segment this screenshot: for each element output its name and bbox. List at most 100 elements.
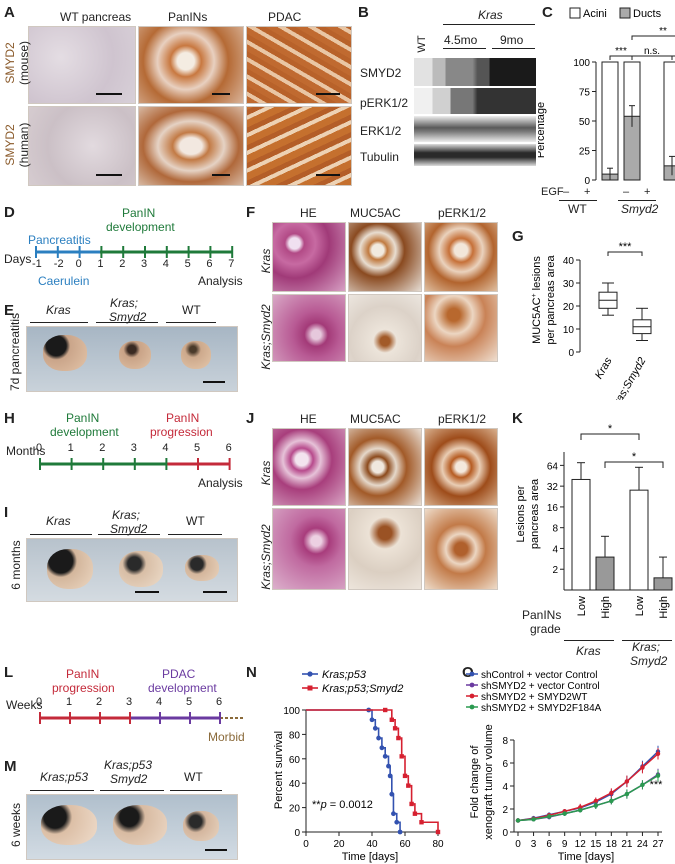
- panel-letter-o: O: [462, 664, 474, 681]
- n-point: [435, 829, 441, 835]
- scale-bar: [212, 93, 230, 95]
- scale-bar: [203, 381, 225, 383]
- o-legend-label: shSMYD2 + vector Control: [481, 681, 600, 692]
- o-sig-label: ***: [650, 779, 664, 791]
- i-col3: WT: [186, 514, 205, 528]
- b-band-label: ERK1/2: [360, 124, 402, 138]
- n-y-tick-label: 20: [289, 804, 301, 815]
- o-xlabel: Time [days]: [558, 851, 614, 863]
- scale-bar: [96, 174, 122, 176]
- b-time1: 4.5mo: [444, 33, 478, 47]
- j-row1: Kras: [259, 460, 273, 486]
- chart-g: MUC5AC+ lesions per pancreas area 0 10 20 3…: [531, 241, 652, 400]
- k-sig-label: *: [632, 451, 637, 463]
- timeline-tick-label: 5: [194, 442, 201, 454]
- f-row1: Kras: [259, 248, 273, 274]
- pancreas-specimen: [41, 805, 97, 845]
- h-bottom-right: Analysis: [198, 476, 243, 490]
- c-sig-label: ***: [615, 46, 627, 57]
- a-row1-species: (mouse): [17, 41, 31, 86]
- j-col2: MUC5AC: [350, 412, 401, 426]
- scale-bar: [212, 174, 230, 176]
- l-weeks-label: Weeks: [6, 698, 43, 712]
- n-point: [406, 783, 411, 788]
- timeline-tick-label: 3: [130, 442, 137, 454]
- timeline-tick-label: 0: [75, 258, 82, 270]
- o-y-tick-label: 0: [502, 828, 508, 839]
- h-right-a: PanIN: [166, 411, 200, 425]
- b-time2: 9mo: [500, 33, 524, 47]
- n-y-tick-label: 60: [289, 755, 301, 766]
- timeline-tick-label: 5: [184, 258, 191, 270]
- j-img-muc5ac-kras: [348, 428, 422, 506]
- chart-k-marks: 2 4 8 16 32 64 Low High Low High * *: [547, 423, 673, 619]
- c-plus: +: [584, 186, 591, 198]
- o-point: [546, 814, 552, 819]
- l-right-a: PDAC: [162, 667, 196, 681]
- o-y-tick-label: 8: [502, 736, 508, 747]
- c-y-tick-label: 50: [579, 117, 591, 128]
- e-col2b: Smyd2: [109, 310, 147, 324]
- f-img-he-kras-smyd2: [272, 294, 346, 362]
- m-col-line: [100, 790, 164, 791]
- a-img-pdac-human: [246, 106, 352, 186]
- i-col-line: [30, 534, 92, 535]
- o-point: [624, 791, 630, 797]
- timeline-tick-label: 0: [36, 442, 43, 454]
- o-y-tick-label: 2: [502, 805, 508, 816]
- c-sig-bracket: [671, 55, 675, 60]
- l-timeline: [39, 712, 244, 724]
- b-wt-label: WT: [416, 35, 428, 53]
- panel-letter-b: B: [358, 4, 369, 21]
- o-ylabel-a: Fold change of: [469, 745, 481, 819]
- k-bar: [595, 556, 615, 591]
- timeline-tick-label: 6: [206, 258, 213, 270]
- f-img-muc5ac-kras: [348, 222, 422, 292]
- legend-ducts-swatch: [619, 7, 631, 19]
- g-y-tick-label: 20: [563, 302, 575, 313]
- f-img-muc5ac-kras-smyd2: [348, 294, 422, 362]
- n-point: [409, 801, 414, 807]
- chart-o: Fold change of xenograft tumor volume 0 2…: [466, 670, 664, 863]
- k-grade-a: PanINs: [522, 608, 562, 622]
- b-band-label: pERK1/2: [360, 96, 409, 110]
- n-point: [397, 829, 403, 835]
- a-row1-label: SMYD2: [3, 42, 17, 84]
- a-img-wt-mouse: [28, 26, 136, 104]
- m-col2a: Kras;p53: [104, 758, 153, 772]
- c-sig-label: n.s.: [644, 46, 660, 57]
- o-legend-label: shSMYD2 + SMYD2F184A: [481, 703, 602, 714]
- d-top-label2: development: [106, 220, 175, 234]
- timeline-tick-label: 6: [225, 442, 232, 454]
- l-bottom-right: Morbid: [208, 730, 245, 744]
- k-sig-label: *: [608, 423, 613, 435]
- b-time2-line: [492, 48, 535, 49]
- o-x-tick-label: 15: [590, 839, 602, 850]
- g-sig-label: ***: [619, 241, 633, 253]
- k-x-label: Low: [634, 596, 646, 616]
- b-kras-line: [443, 24, 535, 25]
- pancreas-specimen: [119, 551, 163, 587]
- m-col3: WT: [184, 770, 203, 784]
- j-row2: Kras;Smyd2: [259, 524, 273, 590]
- k-group-kras: Kras: [576, 644, 601, 658]
- o-series-line: [517, 753, 659, 822]
- j-img-he-kras: [272, 428, 346, 506]
- n-y-tick-label: 80: [289, 730, 301, 741]
- i-photo: [26, 538, 238, 602]
- k-ylabel-b: pancreas area: [529, 478, 541, 549]
- panel-letter-i: I: [4, 504, 9, 521]
- j-img-perk-kras-smyd2: [424, 508, 498, 590]
- i-col2a: Kras;: [112, 508, 141, 522]
- n-point: [389, 717, 394, 722]
- a-img-panins-human: [138, 106, 244, 186]
- g-y-tick-label: 10: [563, 325, 575, 336]
- c-y-tick-label: 100: [573, 58, 590, 69]
- scale-bar: [203, 591, 227, 593]
- n-legend-marker: [307, 685, 313, 691]
- timeline-tick-label: 4: [162, 442, 169, 454]
- k-sig-bracket: [580, 433, 640, 440]
- timeline-tick-label: 2: [119, 258, 126, 270]
- g-sig-bracket: [607, 251, 643, 256]
